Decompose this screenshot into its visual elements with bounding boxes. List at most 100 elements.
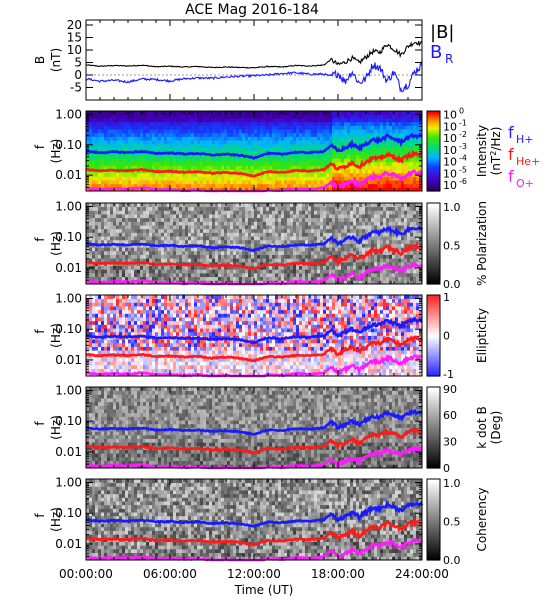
- heatmap-cell: [242, 276, 246, 281]
- heatmap-cell: [92, 236, 96, 241]
- heatmap-cell: [320, 232, 324, 237]
- heatmap-cell: [239, 280, 243, 285]
- heatmap-cell: [224, 143, 228, 148]
- heatmap-cell: [299, 111, 303, 116]
- heatmap-cell: [293, 154, 297, 159]
- heatmap-cell: [362, 147, 366, 152]
- heatmap-cell: [104, 111, 108, 116]
- heatmap-cell: [299, 214, 303, 219]
- heatmap-cell: [248, 214, 252, 219]
- heatmap-cell: [185, 276, 189, 281]
- heatmap-cell: [242, 118, 246, 123]
- heatmap-cell: [218, 250, 222, 255]
- heatmap-cell: [230, 276, 234, 281]
- heatmap-cell: [230, 147, 234, 152]
- heatmap-cell: [257, 214, 261, 219]
- heatmap-cell: [359, 243, 363, 248]
- heatmap-cell: [113, 154, 117, 159]
- heatmap-cell: [140, 250, 144, 255]
- heatmap-cell: [179, 158, 183, 163]
- heatmap-cell: [137, 121, 141, 126]
- heatmap-cell: [167, 183, 171, 188]
- heatmap-cell: [203, 269, 207, 274]
- heatmap-cell: [278, 121, 282, 126]
- heatmap-cell: [113, 217, 117, 222]
- heatmap-cell: [146, 239, 150, 244]
- heatmap-cell: [221, 228, 225, 233]
- heatmap-cell: [269, 250, 273, 255]
- heatmap-cell: [131, 154, 135, 159]
- heatmap-cell: [377, 258, 381, 263]
- heatmap-cell: [362, 261, 366, 266]
- heatmap-cell: [302, 147, 306, 152]
- heatmap-cell: [299, 136, 303, 141]
- heatmap-cell: [392, 243, 396, 248]
- heatmap-cell: [113, 210, 117, 215]
- heatmap-cell: [122, 140, 126, 145]
- heatmap-cell: [248, 151, 252, 156]
- heatmap-cell: [98, 121, 102, 126]
- heatmap-cell: [119, 125, 123, 130]
- colorbar-tick-exp: -3: [459, 142, 467, 151]
- heatmap-cell: [89, 180, 93, 185]
- heatmap-cell: [296, 232, 300, 237]
- heatmap-cell: [260, 261, 264, 266]
- heatmap-cell: [86, 261, 90, 266]
- heatmap-cell: [122, 165, 126, 170]
- heatmap-cell: [104, 265, 108, 270]
- heatmap-cell: [161, 250, 165, 255]
- heatmap-cell: [92, 118, 96, 123]
- heatmap-cell: [95, 180, 99, 185]
- heatmap-cell: [401, 121, 405, 126]
- heatmap-cell: [410, 158, 414, 163]
- heatmap-cell: [248, 269, 252, 274]
- heatmap-cell: [245, 129, 249, 134]
- heatmap-cell: [311, 111, 315, 116]
- heatmap-cell: [215, 180, 219, 185]
- heatmap-cell: [371, 140, 375, 145]
- heatmap-cell: [317, 228, 321, 233]
- heatmap-cell: [116, 183, 120, 188]
- heatmap-cell: [215, 158, 219, 163]
- heatmap-cell: [314, 214, 318, 219]
- heatmap-cell: [374, 143, 378, 148]
- heatmap-cell: [389, 147, 393, 152]
- heatmap-cell: [368, 272, 372, 278]
- heatmap-cell: [272, 269, 276, 274]
- heatmap-cell: [386, 210, 390, 215]
- heatmap-cell: [386, 236, 390, 241]
- heatmap-cell: [146, 276, 150, 281]
- heatmap-cell: [143, 125, 147, 130]
- heatmap-cell: [179, 232, 183, 237]
- heatmap-cell: [260, 121, 264, 126]
- heatmap-cell: [320, 136, 324, 141]
- heatmap-cell: [266, 136, 270, 141]
- heatmap-cell: [272, 158, 276, 163]
- heatmap-cell: [203, 140, 207, 145]
- colorbar-frame: [426, 110, 441, 192]
- heatmap-cell: [176, 221, 180, 226]
- heatmap-cell: [413, 140, 417, 145]
- heatmap-cell: [140, 206, 144, 211]
- heatmap-cell: [101, 161, 105, 166]
- heatmap-cell: [236, 132, 240, 137]
- heatmap-cell: [302, 165, 306, 170]
- heatmap-cell: [236, 221, 240, 226]
- heatmap-cell: [179, 225, 183, 230]
- heatmap-cell: [185, 228, 189, 233]
- heatmap-cell: [101, 143, 105, 148]
- heatmap-cell: [341, 236, 345, 241]
- heatmap-cell: [185, 203, 189, 208]
- heatmap-cell: [224, 265, 228, 270]
- heatmap-cell: [107, 154, 111, 159]
- heatmap-cell: [296, 225, 300, 230]
- heatmap-cell: [149, 140, 153, 145]
- heatmap-cell: [320, 269, 324, 274]
- heatmap-cell: [95, 232, 99, 237]
- heatmap-cell: [215, 221, 219, 226]
- heatmap-cell: [293, 125, 297, 130]
- heatmap-cell: [200, 147, 204, 152]
- heatmap-cell: [359, 210, 363, 215]
- heatmap-cell: [398, 172, 402, 177]
- heatmap-cell: [263, 147, 267, 152]
